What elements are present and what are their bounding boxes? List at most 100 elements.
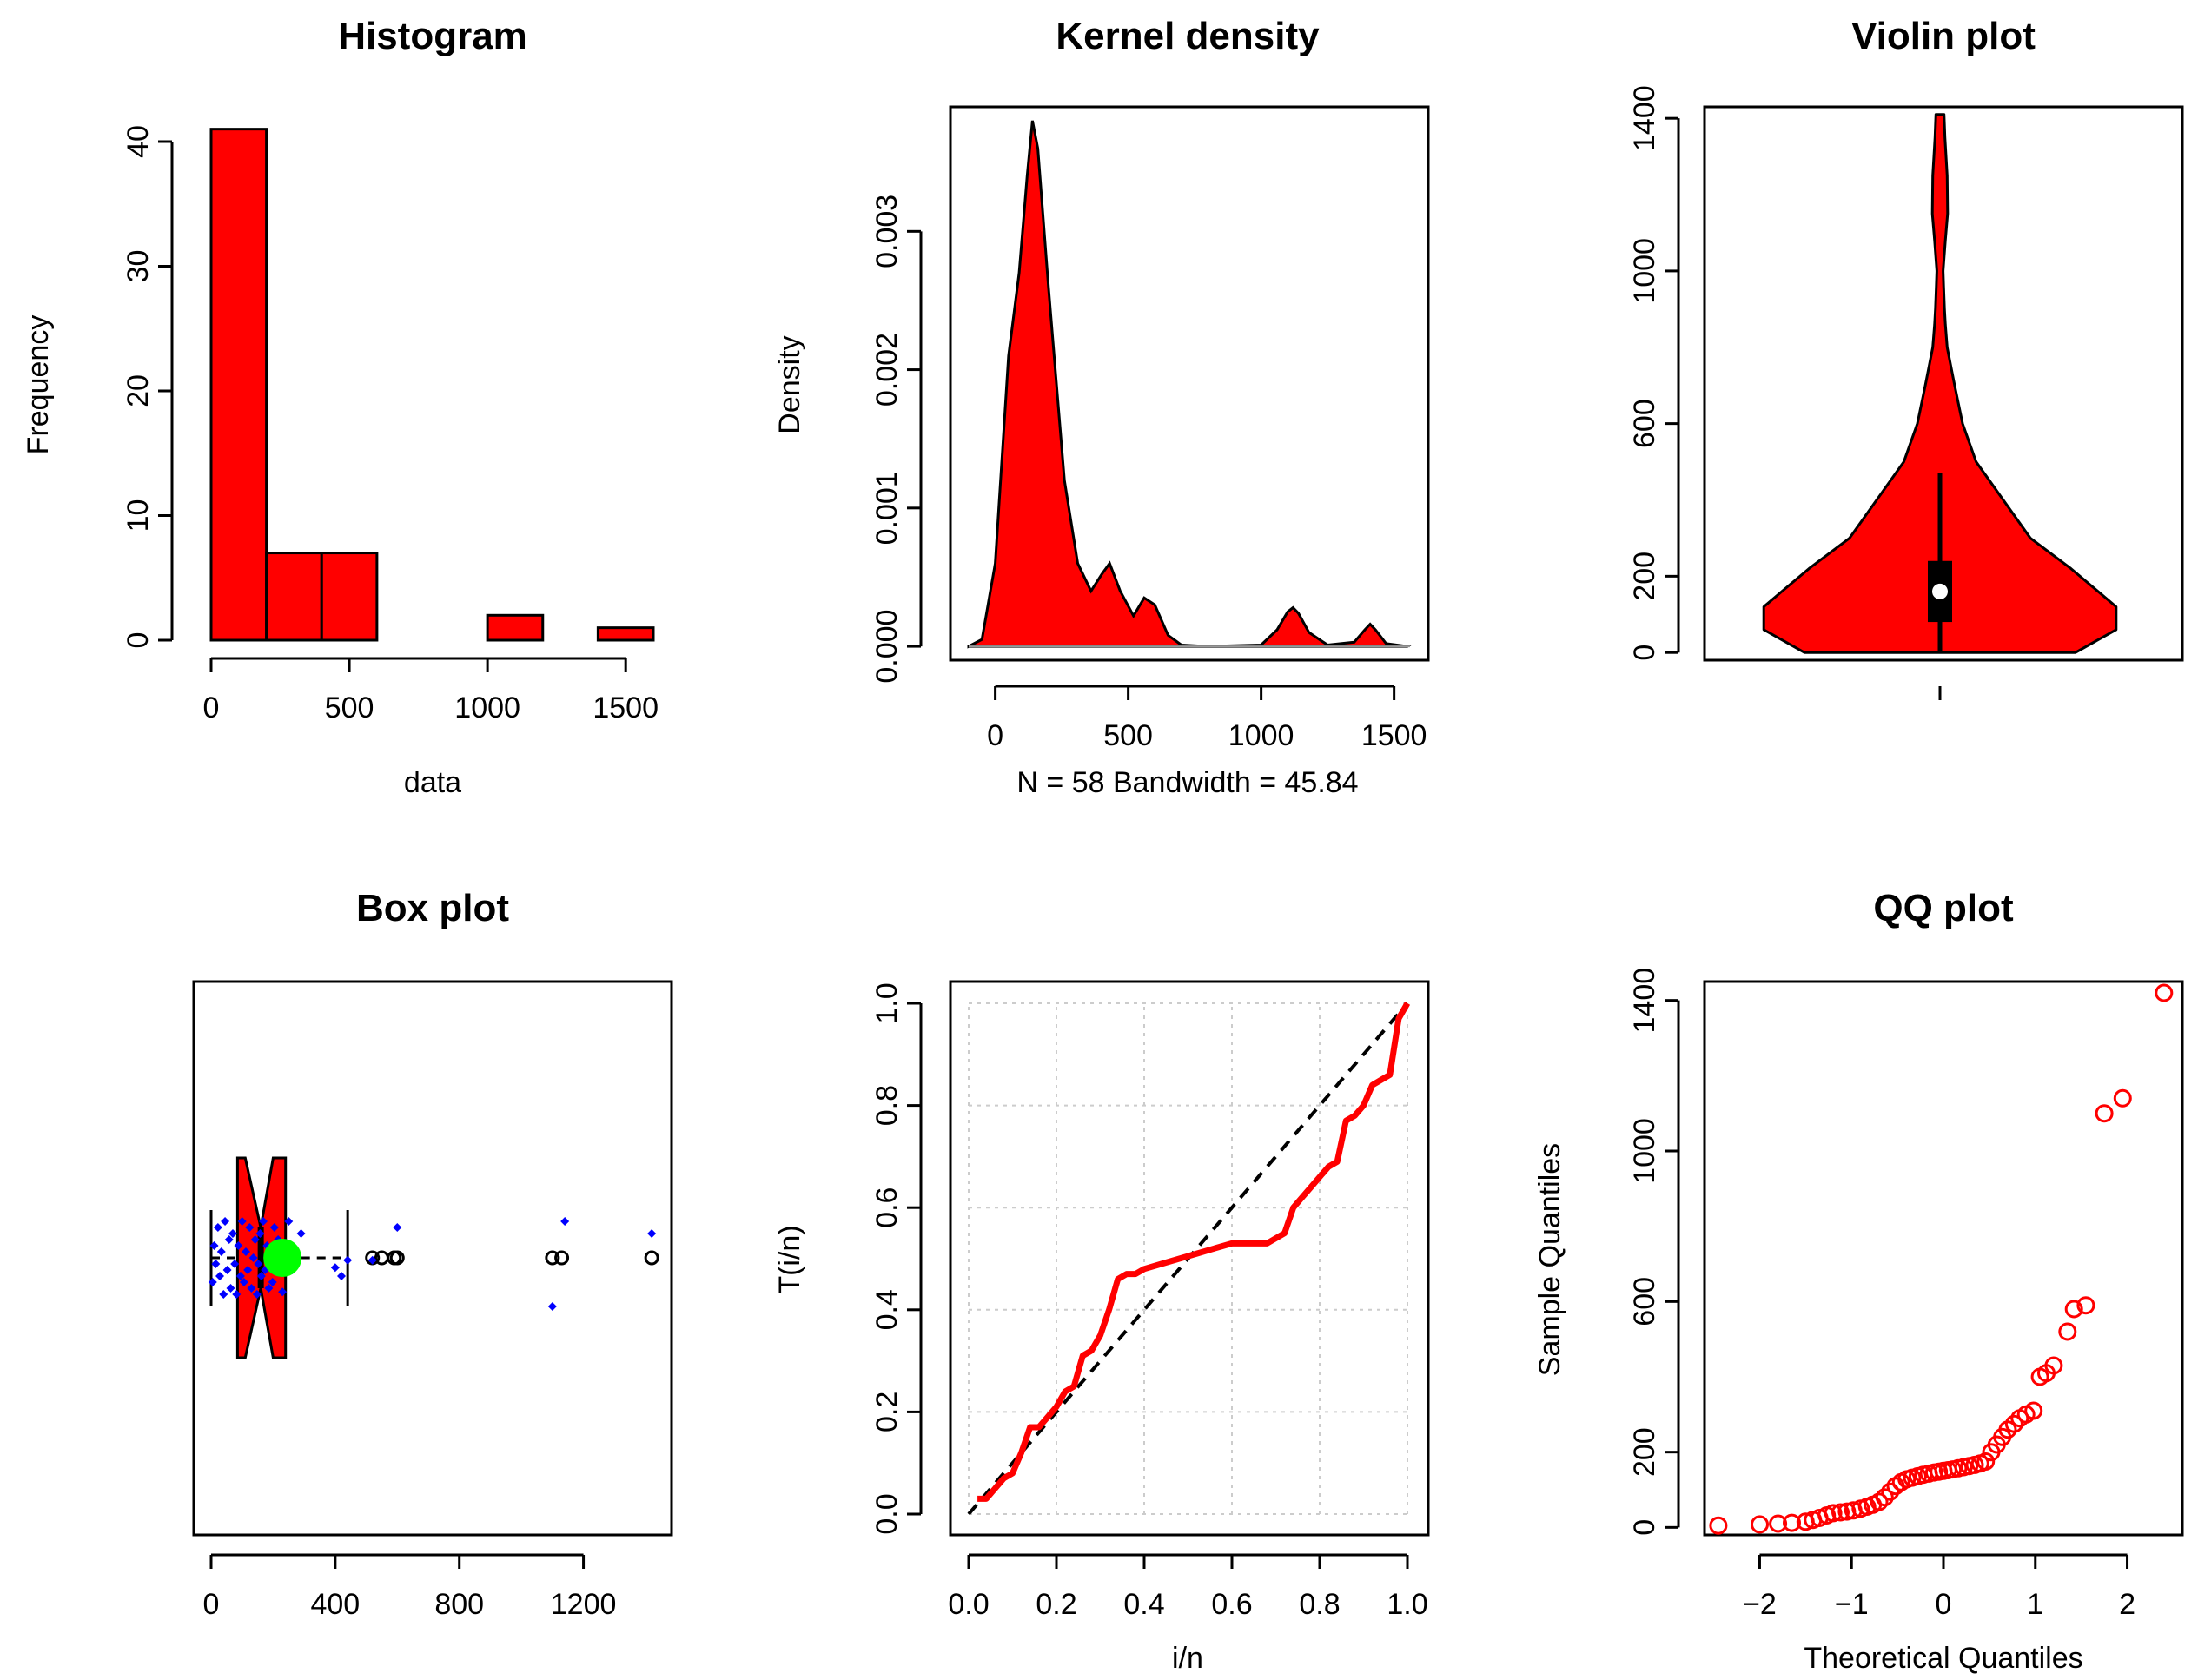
qq-point	[2155, 983, 2174, 1002]
lorenz-y-tick-label: 0.6	[871, 1187, 904, 1228]
boxplot-jitter-point	[237, 1217, 247, 1226]
boxplot-frame	[192, 980, 673, 1537]
density-ylabel: Density	[773, 335, 806, 433]
qq-point	[1769, 1514, 1788, 1533]
histogram-bar	[265, 552, 323, 642]
density-x-tick-label: 500	[1103, 719, 1153, 752]
boxplot-jitter-point	[226, 1284, 235, 1293]
boxplot-jitter-point	[209, 1241, 219, 1250]
boxplot-jitter-point	[221, 1217, 230, 1226]
histogram-panel: Histogram 0 500 1000 1500 0 10 20 30 40 data Fre…	[22, 15, 659, 799]
qq-point	[2058, 1322, 2077, 1341]
boxplot-jitter-point	[264, 1284, 274, 1293]
boxplot-x-tick-label: 0	[203, 1588, 220, 1621]
histogram-x-tick-label: 500	[325, 691, 374, 724]
density-y-tick-label: 0.002	[871, 333, 904, 407]
qq-x-tick-label: 1	[2027, 1588, 2043, 1621]
qq-y-tick-label: 1000	[1628, 1118, 1661, 1184]
density-y-tick-label: 0.000	[871, 610, 904, 684]
boxplot-jitter-point	[259, 1217, 268, 1226]
boxplot-jitter-point	[393, 1223, 402, 1232]
qq-point	[1709, 1516, 1728, 1535]
qq-point	[1831, 1503, 1850, 1522]
density-title: Kernel density	[1056, 15, 1320, 57]
lorenz-y-tick-label: 1.0	[871, 982, 904, 1023]
histogram-xlabel: data	[404, 766, 461, 799]
qq-y-tick-label: 1400	[1628, 968, 1661, 1034]
density-x-tick-label: 1500	[1361, 719, 1427, 752]
density-x-tick-label: 1000	[1228, 719, 1294, 752]
boxplot-jitter-point	[230, 1260, 240, 1268]
boxplot-outlier	[644, 1250, 659, 1266]
qq-point	[1870, 1492, 1889, 1511]
boxplot-outlier	[545, 1250, 560, 1266]
density-panel: Kernel density 0 500 1000 1500 0.000 0.001 0.0…	[773, 15, 1430, 799]
boxplot-jitter-point	[228, 1229, 237, 1238]
violin-y-tick-label: 200	[1628, 552, 1661, 601]
qq-y-tick-label: 0	[1628, 1519, 1661, 1536]
boxplot-jitter-point	[255, 1229, 265, 1238]
boxplot-jitter-point	[296, 1229, 306, 1238]
violin-frame	[1703, 105, 2184, 662]
boxplot-jitter-point	[211, 1260, 221, 1268]
boxplot-jitter-point	[337, 1272, 346, 1280]
boxplot-jitter-point	[213, 1223, 222, 1232]
histogram-title: Histogram	[338, 15, 527, 57]
boxplot-jitter-point	[343, 1255, 353, 1265]
qq-y-tick-label: 200	[1628, 1427, 1661, 1477]
boxplot-jitter-point	[269, 1223, 279, 1232]
histogram-ylabel: Frequency	[22, 315, 55, 455]
qq-x-tick-label: 2	[2119, 1588, 2135, 1621]
qq-point	[2064, 1300, 2083, 1319]
histogram-bar	[486, 613, 545, 642]
qq-point	[2004, 1414, 2023, 1433]
histogram-x-tick-label: 1500	[593, 691, 659, 724]
lorenz-y-tick-label: 0.8	[871, 1085, 904, 1126]
boxplot-jitter-point	[254, 1260, 263, 1268]
density-y-tick-label: 0.001	[871, 471, 904, 545]
qq-x-tick-label: −1	[1835, 1588, 1869, 1621]
violin-y-tick-label: 1000	[1628, 238, 1661, 304]
boxplot-jitter-point	[232, 1290, 242, 1299]
violin-y-tick-label: 1400	[1628, 85, 1661, 151]
boxplot-jitter-point	[224, 1235, 234, 1244]
density-frame	[949, 105, 1430, 662]
boxplot-jitter-point	[235, 1272, 245, 1280]
boxplot-jitter-point	[239, 1278, 248, 1286]
histogram-y-tick-label: 10	[122, 499, 155, 532]
qq-point	[1824, 1504, 1843, 1523]
boxplot-jitter-point	[216, 1247, 226, 1256]
qq-y-tick-label: 600	[1628, 1277, 1661, 1326]
histogram-bar	[209, 128, 268, 642]
qq-point	[2076, 1296, 2095, 1315]
boxplot-jitter-point	[367, 1255, 377, 1265]
histogram-bar	[320, 552, 379, 642]
boxplot-jitter-point	[252, 1290, 262, 1299]
histogram-bar	[596, 626, 655, 642]
boxplot-x-tick-label: 800	[434, 1588, 484, 1621]
boxplot-title: Box plot	[356, 887, 509, 929]
qq-point	[2113, 1088, 2132, 1108]
violin-body	[1762, 113, 2118, 654]
lorenz-x-tick-label: 0.2	[1036, 1588, 1076, 1621]
lorenz-x-tick-label: 0.4	[1123, 1588, 1164, 1621]
lorenz-y-tick-label: 0.2	[871, 1392, 904, 1432]
lorenz-y-tick-label: 0.4	[871, 1289, 904, 1330]
boxplot-jitter-point	[245, 1223, 255, 1232]
lorenz-xlabel: i/n	[1172, 1642, 1203, 1675]
qq-point	[2095, 1104, 2114, 1123]
lorenz-curve	[977, 1002, 1411, 1502]
boxplot-outlier	[389, 1250, 405, 1266]
boxplot-jitter-point	[215, 1272, 224, 1280]
qq-panel: QQ plot −2 −1 0 1 2 0 200 600 1000 1400 Theoretic…	[1533, 887, 2184, 1675]
qq-point	[1875, 1488, 1894, 1507]
violin-y-tick-label: 0	[1628, 645, 1661, 661]
qq-frame	[1703, 980, 2184, 1537]
boxplot-jitter-point	[647, 1229, 657, 1238]
boxplot-jitter-point	[242, 1247, 250, 1256]
lorenz-ylabel: T(i/n)	[773, 1225, 806, 1293]
qq-xlabel: Theoretical Quantiles	[1804, 1642, 2082, 1675]
qq-ylabel: Sample Quantiles	[1533, 1143, 1566, 1376]
density-x-tick-label: 0	[987, 719, 1003, 752]
lorenz-x-tick-label: 0.6	[1211, 1588, 1252, 1621]
